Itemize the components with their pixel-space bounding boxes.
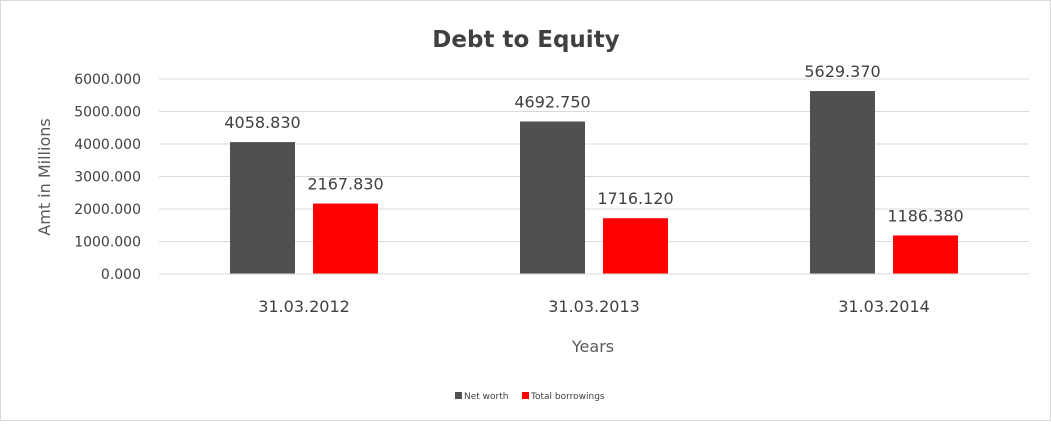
legend-label: Net worth [464,392,508,402]
y-tick-label: 2000.000 [74,202,141,218]
x-axis-title: Years [571,337,614,356]
data-label: 2167.830 [307,175,383,194]
y-axis-title: Amt in Millions [35,118,54,235]
bar-total-borrowings [313,203,378,274]
data-label: 4058.830 [224,113,300,132]
y-tick-label: 0.000 [101,267,141,283]
legend-swatch [455,392,462,399]
data-label: 1186.380 [887,206,963,225]
bar-net-worth [810,91,875,274]
y-tick-label: 5000.000 [74,105,141,121]
data-label: 5629.370 [804,62,880,81]
bars [230,91,958,274]
data-labels: 4058.830 2167.830 4692.750 1716.120 5629.370… [224,62,963,225]
legend: Net worth Total borrowings [455,392,605,402]
x-tick-label: 31.03.2014 [838,297,930,316]
x-tick-label: 31.03.2013 [548,297,640,316]
axes: 0.000 1000.000 2000.000 3000.000 4000.000 500… [74,72,1029,316]
bar-net-worth [230,142,295,274]
y-tick-label: 4000.000 [74,137,141,153]
legend-swatch [522,392,529,399]
data-label: 4692.750 [514,92,590,111]
chart-title: Debt to Equity [432,27,619,53]
y-tick-label: 6000.000 [74,72,141,88]
y-tick-label: 1000.000 [74,235,141,251]
legend-label: Total borrowings [530,392,605,402]
data-label: 1716.120 [597,189,673,208]
y-tick-label: 3000.000 [74,170,141,186]
x-tick-label: 31.03.2012 [258,297,350,316]
gridlines [159,78,1029,275]
bar-total-borrowings [603,218,668,274]
bar-net-worth [520,121,585,274]
bar-total-borrowings [893,235,958,274]
